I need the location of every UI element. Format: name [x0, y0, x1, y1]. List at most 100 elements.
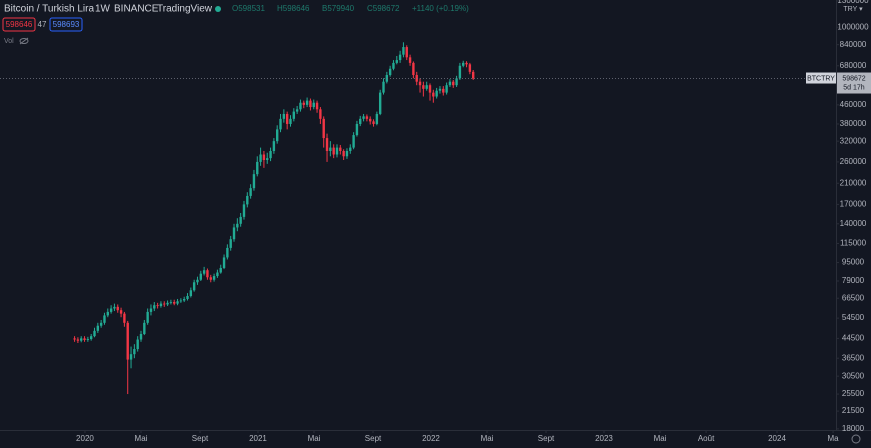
candle-body [312, 102, 315, 108]
candle-body [418, 81, 422, 86]
visibility-icon[interactable] [19, 37, 29, 45]
candle-body [442, 88, 445, 93]
x-tick-label: Sept [192, 434, 209, 443]
x-tick-label: 2021 [249, 434, 267, 443]
candle-body [133, 349, 136, 355]
buy-button[interactable] [49, 17, 83, 32]
candle-body [89, 336, 93, 340]
candle-body [428, 85, 432, 93]
symbol-label-bg [806, 72, 836, 84]
candle-body [216, 272, 219, 277]
buy-price[interactable]: 598693 [53, 20, 80, 29]
candle-body [471, 71, 475, 79]
candle-body [196, 279, 199, 283]
candle-body [412, 62, 415, 76]
y-tick-label: 380000 [840, 119, 867, 128]
candle-body [80, 338, 83, 341]
settings-icon[interactable] [851, 434, 861, 444]
candle-body [448, 81, 452, 86]
candle-body [452, 81, 455, 86]
eye-icon[interactable] [19, 38, 29, 44]
candle-body [355, 123, 359, 136]
candle-body [365, 116, 369, 119]
y-tick-label: 260000 [840, 157, 867, 166]
candle-body [246, 195, 249, 205]
candle-body [96, 325, 100, 331]
candle-body [369, 118, 372, 122]
candle-body [266, 158, 269, 161]
candle-body [349, 147, 352, 151]
sell-button[interactable] [2, 17, 36, 32]
candle-body [378, 92, 382, 114]
candle-body [276, 129, 279, 142]
candle-body [359, 118, 362, 124]
candle-body [169, 302, 173, 303]
candle-body [229, 239, 232, 248]
candle-body [465, 62, 468, 65]
gear[interactable] [851, 434, 861, 444]
candle-body [126, 322, 129, 360]
candle-body [329, 147, 332, 151]
candle-body [299, 102, 302, 110]
candle-body [192, 282, 196, 291]
candle-body [123, 313, 126, 323]
candle-body [385, 75, 389, 82]
candle-body [116, 306, 119, 311]
candle-body [179, 300, 183, 302]
candle-body [342, 150, 345, 157]
symbol: Bitcoin / Turkish Lira [4, 4, 94, 15]
candle-body [319, 109, 322, 119]
candle-body [335, 147, 339, 155]
candle-body [388, 68, 392, 76]
sell-price[interactable]: 598646 [6, 20, 33, 29]
candle-body [395, 60, 398, 63]
candle-body [153, 305, 156, 309]
y-tick-label: 25500 [842, 389, 865, 398]
candle-body [322, 118, 325, 139]
candle-body [408, 57, 412, 63]
y-tick-label: 460000 [840, 100, 867, 109]
candle-body [83, 338, 86, 340]
y-tick-label: 44500 [842, 333, 865, 342]
candle-body [458, 65, 462, 79]
candle-body [309, 100, 312, 108]
candle-body [269, 150, 272, 159]
candle-body [99, 322, 103, 326]
x-tick-label: 2023 [595, 434, 613, 443]
candle-body [282, 113, 286, 119]
eye-slash[interactable] [19, 37, 29, 45]
candle-body [239, 216, 242, 224]
candle-body [295, 109, 299, 112]
candle-body [375, 113, 379, 124]
currency-selector[interactable]: TRY ▾ [843, 6, 863, 13]
candle-body [372, 121, 375, 124]
candle-body [259, 154, 262, 162]
y-tick-label: 54500 [842, 313, 865, 322]
candle-body [146, 311, 149, 323]
candle-body [242, 204, 246, 217]
candle-body [109, 308, 113, 312]
candle-body [252, 174, 256, 189]
x-tick-label: Mai [654, 434, 667, 443]
exchange: BINANCE [114, 4, 159, 15]
candle-body [209, 277, 212, 280]
source: TradingView [157, 4, 213, 15]
candle-body [398, 54, 402, 61]
candle-body [199, 273, 202, 280]
y-tick-label: 320000 [840, 136, 867, 145]
candle-body [462, 62, 465, 66]
x-tick-label: Sept [538, 434, 555, 443]
interval[interactable]: 1W [95, 4, 111, 15]
candle-body [222, 257, 226, 268]
candle-body [93, 330, 96, 337]
candle-body [236, 223, 239, 228]
candle-body [315, 102, 319, 110]
candle-body [468, 64, 472, 72]
candle-body [415, 75, 418, 82]
ohlc-value: C598672 [367, 4, 400, 13]
candle-body [432, 92, 435, 97]
candle-body [129, 354, 133, 360]
candle-body [103, 315, 106, 323]
candle-body [76, 339, 80, 341]
